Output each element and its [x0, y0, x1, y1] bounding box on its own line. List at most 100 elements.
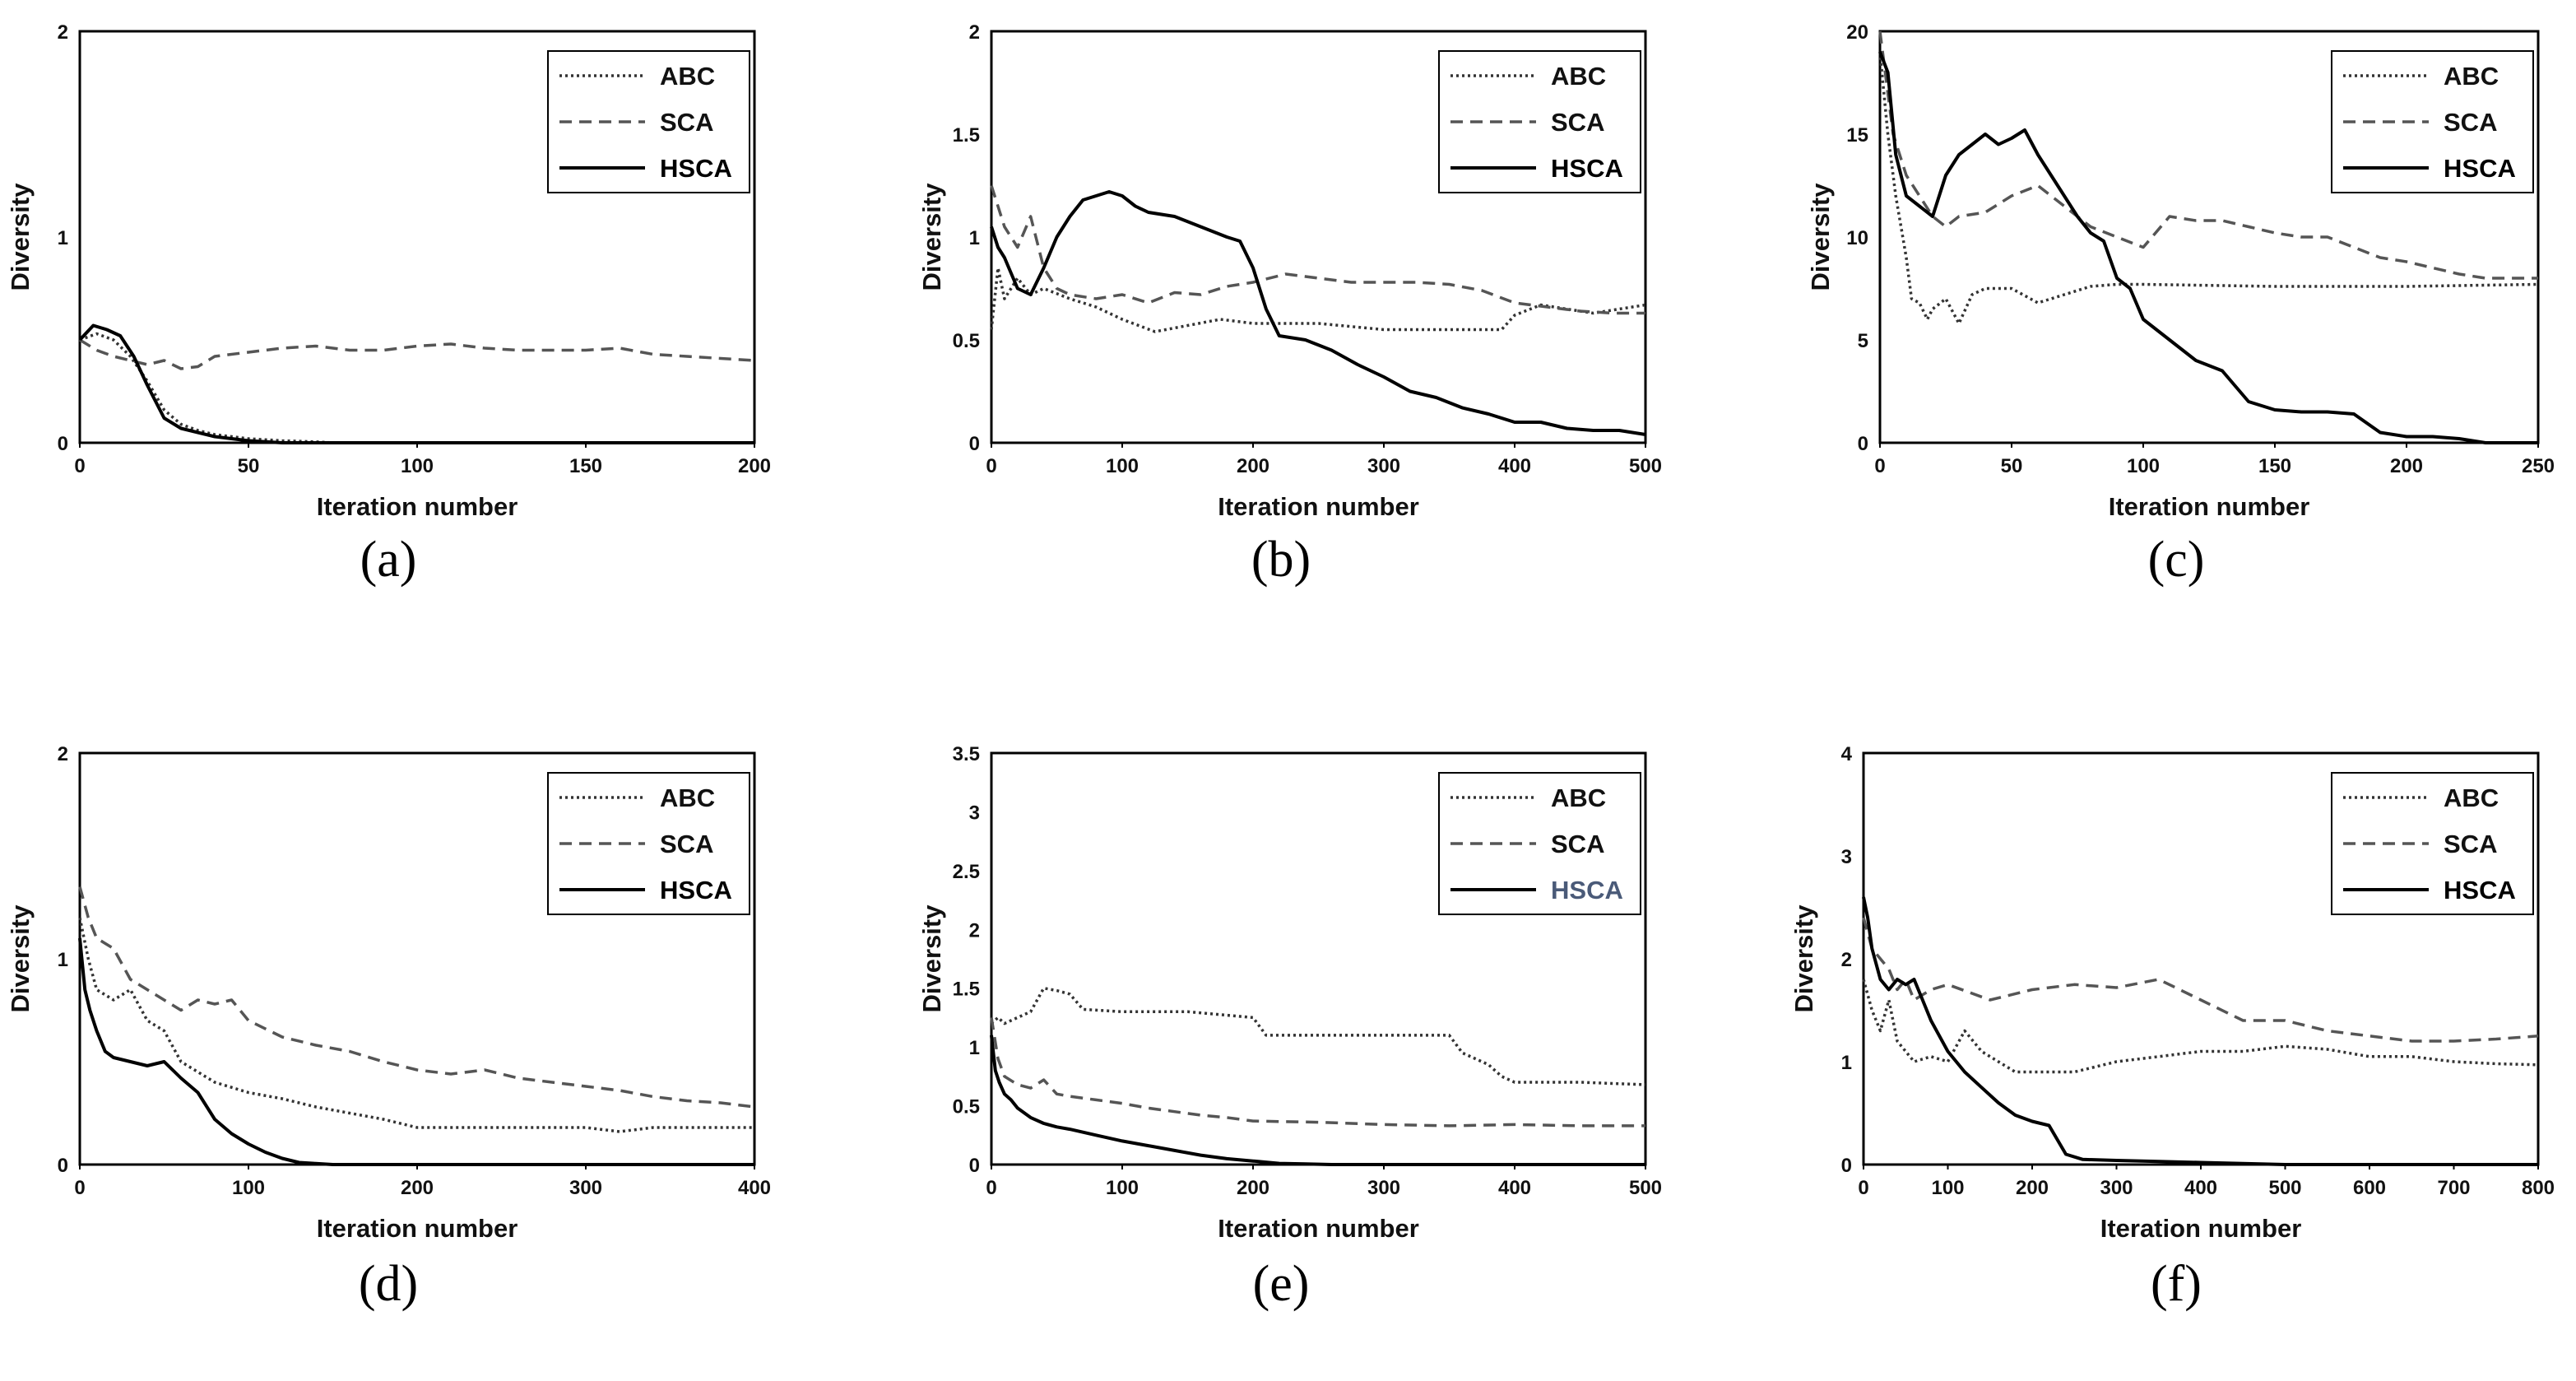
series-line-hsca [990, 190, 1646, 436]
x-tick-label: 0 [74, 1177, 85, 1199]
y-tick-label: 2 [969, 21, 980, 44]
y-tick-label: 2 [58, 21, 68, 44]
panel-label-e: (e) [1253, 1256, 1310, 1312]
x-tick-label: 400 [1498, 1177, 1531, 1199]
x-tick-label: 200 [401, 1177, 434, 1199]
legend: ABC SCA HSCA [547, 50, 750, 193]
y-tick-label: 1.5 [953, 979, 980, 1001]
x-tick-label: 400 [738, 1177, 771, 1199]
y-tick-label: 0 [58, 1155, 68, 1177]
x-axis-label: Iteration number [2100, 1214, 2302, 1243]
x-tick-label: 300 [2100, 1177, 2133, 1199]
x-tick-label: 500 [2268, 1177, 2301, 1199]
legend-label-sca: SCA [2444, 108, 2497, 137]
x-tick-label: 100 [401, 455, 434, 477]
legend-label-abc: ABC [2444, 62, 2499, 91]
panel-label-c: (c) [2148, 532, 2205, 588]
y-tick-label: 0.5 [953, 330, 980, 352]
y-tick-label: 3.5 [953, 743, 980, 765]
series-line-sca [1862, 917, 2539, 1043]
y-axis-label: Diversity [917, 904, 946, 1013]
series-line-sca [990, 184, 1645, 315]
x-tick-label: 100 [1106, 455, 1139, 477]
legend: ABC SCA HSCA [2331, 50, 2534, 193]
x-tick-label: 200 [2390, 455, 2423, 477]
series-line-abc [990, 986, 1646, 1086]
x-axis-label: Iteration number [317, 1214, 518, 1243]
series-line-sca [1878, 30, 2538, 280]
x-tick-label: 600 [2353, 1177, 2386, 1199]
y-axis-label: Diversity [1806, 183, 1835, 291]
y-axis-label: Diversity [1789, 904, 1818, 1013]
y-tick-label: 10 [1846, 227, 1868, 249]
x-tick-label: 200 [2016, 1177, 2049, 1199]
x-tick-label: 50 [2001, 455, 2023, 477]
panel-label-d: (d) [359, 1256, 418, 1312]
x-tick-label: 50 [238, 455, 260, 477]
x-tick-label: 400 [1498, 455, 1531, 477]
y-tick-label: 20 [1846, 21, 1868, 44]
series-line-abc [79, 332, 333, 444]
y-tick-label: 0.5 [953, 1096, 980, 1118]
x-tick-label: 100 [1106, 1177, 1139, 1199]
x-tick-label: 100 [232, 1177, 265, 1199]
x-tick-label: 150 [569, 455, 602, 477]
y-axis-label: Diversity [917, 183, 946, 291]
series-line-hsca [78, 323, 754, 444]
y-tick-label: 2 [58, 743, 68, 765]
x-tick-label: 100 [2127, 455, 2160, 477]
y-tick-label: 2.5 [953, 861, 980, 883]
chart-panel-d: 0 100 200 300 400 0 1 2 Iteration number Diversit… [6, 743, 771, 1312]
series-line-sca [79, 338, 755, 370]
chart-panel-a: 0 50 100 150 200 0 1 2 Iteration number Diversity… [6, 21, 771, 588]
x-axis-label: Iteration number [2109, 492, 2310, 521]
legend-label-abc: ABC [1551, 62, 1606, 91]
legend-label-abc: ABC [1551, 783, 1606, 812]
y-tick-label: 0 [969, 1155, 980, 1177]
y-tick-label: 0 [969, 433, 980, 455]
legend-label-sca: SCA [1551, 108, 1604, 137]
x-tick-label: 300 [569, 1177, 602, 1199]
y-tick-label: 0 [1841, 1155, 1852, 1177]
legend-label-hsca: HSCA [2444, 876, 2516, 904]
legend: ABC SCA HSCA [1438, 50, 1641, 193]
x-axis-label: Iteration number [1218, 1214, 1419, 1243]
series-line-hsca [78, 937, 754, 1166]
series-line-abc [78, 917, 754, 1133]
x-tick-label: 0 [986, 1177, 996, 1199]
chart-panel-c: 0 50 100 150 200 250 0 5 10 15 20 Iteration number D… [1806, 21, 2555, 588]
x-tick-label: 400 [2184, 1177, 2217, 1199]
series-line-abc [1862, 979, 2539, 1074]
panel-label-f: (f) [2151, 1256, 2202, 1312]
x-tick-label: 200 [1237, 1177, 1269, 1199]
y-tick-label: 1 [58, 949, 68, 971]
legend: ABC SCA HSCA [547, 772, 750, 915]
chart-panel-e: 0 100 200 300 400 500 0 0.5 1 1.5 2 2.5 3 3.5 Iteratio… [917, 743, 1662, 1312]
y-axis-label: Diversity [6, 904, 35, 1013]
legend-label-hsca: HSCA [2444, 154, 2516, 183]
x-tick-label: 500 [1629, 1177, 1662, 1199]
x-tick-label: 300 [1367, 455, 1400, 477]
y-tick-label: 1 [1841, 1052, 1852, 1074]
y-tick-label: 2 [1841, 949, 1852, 971]
y-tick-label: 1 [58, 227, 68, 249]
y-tick-label: 3 [969, 802, 980, 824]
series-line-hsca [1878, 51, 2538, 444]
y-tick-label: 0 [1858, 433, 1868, 455]
legend-label-hsca: HSCA [1551, 154, 1623, 183]
x-tick-label: 200 [1237, 455, 1269, 477]
legend-label-hsca: HSCA [660, 154, 732, 183]
panel-label-a: (a) [360, 532, 417, 588]
legend-label-abc: ABC [660, 783, 715, 812]
series-line-hsca [1862, 896, 2538, 1166]
panel-label-b: (b) [1251, 532, 1311, 588]
y-axis-label: Diversity [6, 183, 35, 291]
legend-label-sca: SCA [1551, 830, 1604, 858]
x-tick-label: 800 [2522, 1177, 2555, 1199]
series-line-abc [1878, 51, 2539, 325]
x-tick-label: 200 [738, 455, 771, 477]
y-tick-label: 0 [58, 433, 68, 455]
chart-panel-b: 0 100 200 300 400 500 0 0.5 1 1.5 2 Iteration numbe… [917, 21, 1662, 588]
x-tick-label: 500 [1629, 455, 1662, 477]
y-tick-label: 2 [969, 919, 980, 942]
